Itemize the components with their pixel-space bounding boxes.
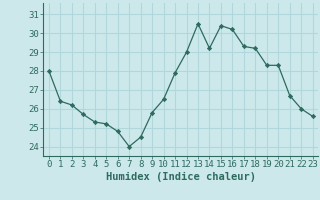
X-axis label: Humidex (Indice chaleur): Humidex (Indice chaleur) [106,172,256,182]
